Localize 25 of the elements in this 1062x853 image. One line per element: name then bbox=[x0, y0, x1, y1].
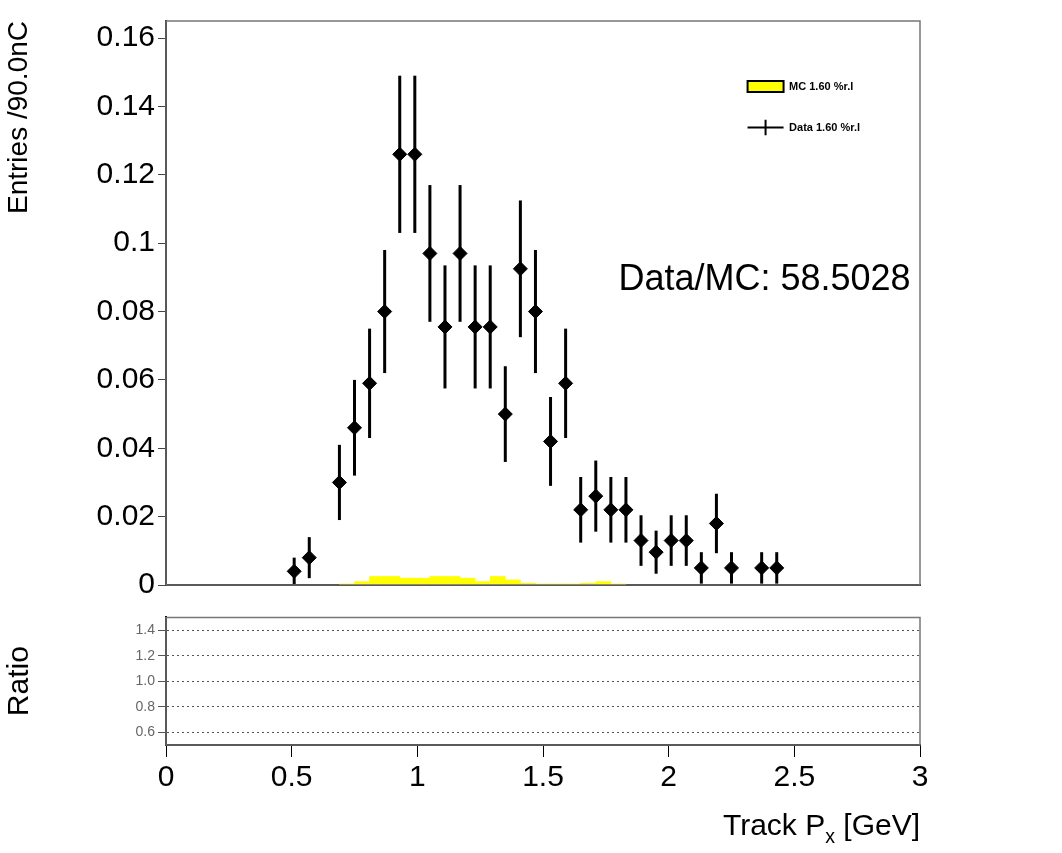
y-tick-label: 1.0 bbox=[135, 672, 156, 689]
legend-label: MC 1.60 %r.l bbox=[789, 79, 854, 92]
y-tick-label: 0.14 bbox=[96, 87, 155, 121]
x-tick-label: 3 bbox=[911, 759, 929, 793]
x-tick-label: 0.5 bbox=[270, 759, 313, 793]
y-tick-label: 0.08 bbox=[96, 292, 155, 326]
x-tick-label: 2 bbox=[660, 759, 678, 793]
y-tick-label: 0.16 bbox=[96, 19, 155, 53]
y-tick-label: 1.2 bbox=[135, 646, 156, 663]
x-tick-label: 1.5 bbox=[522, 759, 564, 793]
y-tick-label: 1.4 bbox=[135, 621, 156, 638]
y-tick-label: 0.12 bbox=[96, 156, 155, 190]
y-tick-label: 0.1 bbox=[113, 224, 155, 258]
y-tick-label: 0.02 bbox=[96, 497, 155, 531]
legend-label: Data 1.60 %r.l bbox=[789, 120, 861, 133]
y-tick-label: 0.6 bbox=[135, 723, 156, 740]
y-tick-label: 0 bbox=[138, 566, 155, 600]
x-tick-label: 2.5 bbox=[773, 759, 816, 793]
annotation: Data/MC: 58.5028 bbox=[618, 257, 911, 299]
y-tick-label: 0.06 bbox=[96, 361, 155, 395]
y-axis-title: Entries /90.0nC bbox=[1, 21, 33, 214]
y-axis-title: Ratio bbox=[1, 646, 35, 717]
x-tick-label: 1 bbox=[408, 759, 426, 793]
y-tick-label: 0.04 bbox=[96, 429, 155, 463]
y-tick-label: 0.8 bbox=[135, 697, 156, 714]
